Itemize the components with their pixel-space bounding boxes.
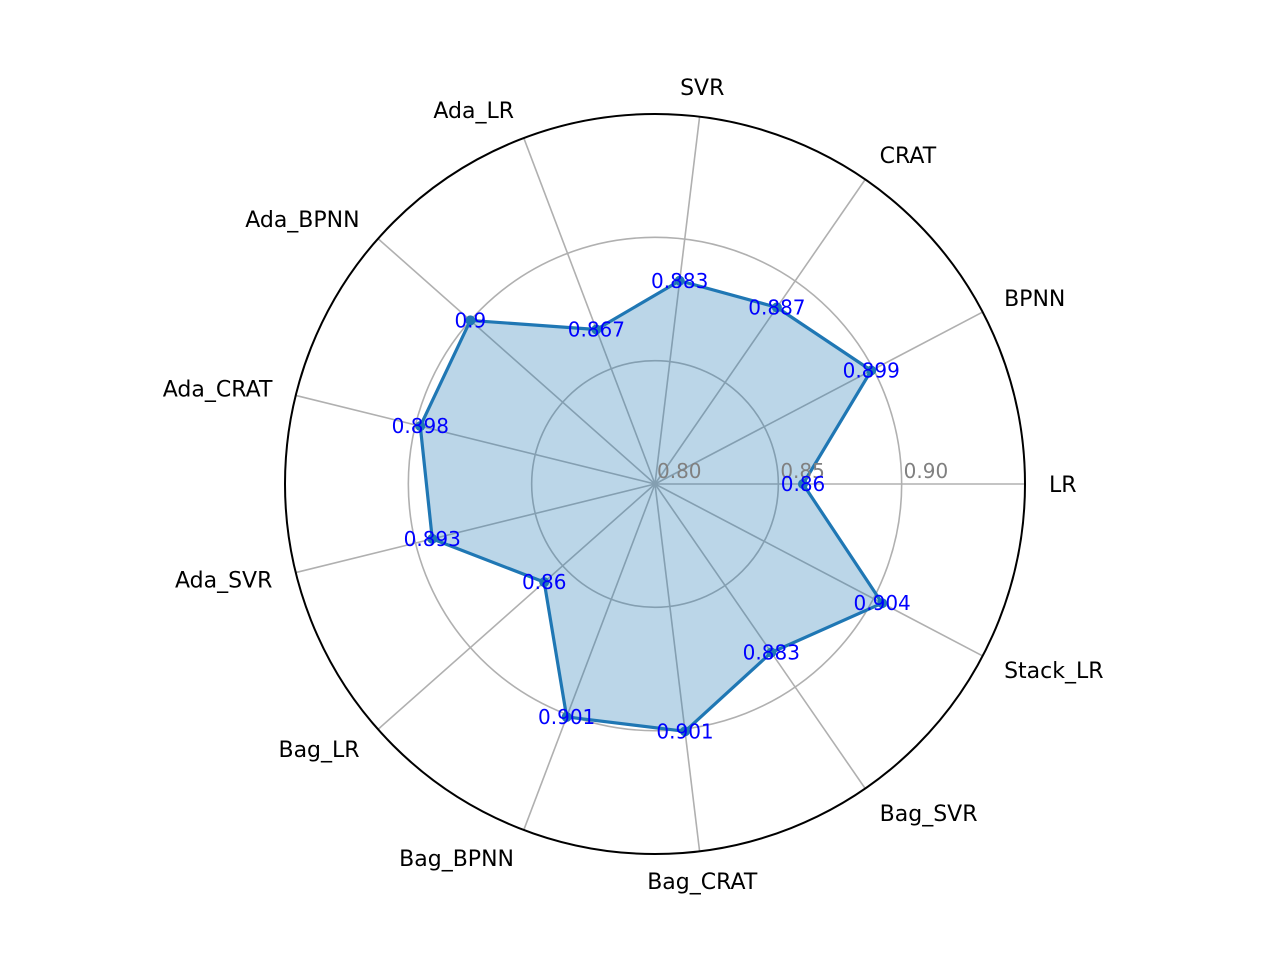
value-label-bag-lr: 0.86 [522,570,567,594]
category-label-svr: SVR [680,76,724,101]
value-label-svr: 0.883 [651,269,708,293]
data-point-bag-lr [539,577,550,588]
data-point-bpnn [866,365,877,376]
series-layer [415,275,888,737]
radial-gridline-stack-lr [654,483,983,657]
radial-gridline-bag-crat [654,483,701,852]
radial-tick-label: 0.90 [904,459,949,483]
value-label-bpnn: 0.899 [843,359,900,383]
radial-gridline-ada-svr [295,483,656,574]
series-line [418,279,884,733]
radial-gridline-svr [654,116,701,485]
outer-ring [284,113,1026,855]
radial-gridline-ada-crat [295,394,656,485]
radial-gridline-crat [654,179,866,485]
value-label-lr: 0.86 [781,472,826,496]
category-label-bag-svr: Bag_SVR [880,802,978,827]
category-label-bpnn: BPNN [1004,287,1065,312]
data-point-bag-svr [766,647,777,658]
value-label-crat: 0.887 [748,295,805,319]
category-label-bag-bpnn: Bag_BPNN [399,847,514,872]
label-layer: 0.80 0.85 0.900.860.8990.8870.8830.8670.90… [163,76,1104,895]
radial-tick-label: 0.85 [780,459,825,483]
data-point-ada-lr [591,324,602,335]
value-label-ada-bpnn: 0.9 [454,308,486,332]
data-point-lr [798,479,808,489]
series-area [420,280,883,732]
data-point-svr [674,275,685,286]
radial-gridline-ada-bpnn [377,238,656,485]
radial-gridline-bpnn [654,311,983,485]
value-label-stack-lr: 0.904 [854,591,911,615]
radial-tick-label: 0.80 [657,459,702,483]
data-point-stack-lr [877,598,888,609]
data-point-ada-bpnn [465,315,476,326]
value-label-ada-lr: 0.867 [568,317,625,341]
value-label-ada-crat: 0.898 [392,414,449,438]
data-point-ada-crat [415,421,426,432]
radial-gridline-ada-lr [523,137,656,485]
category-label-crat: CRAT [880,144,937,169]
value-label-bag-svr: 0.883 [743,640,800,664]
ring-gridline [407,236,903,732]
category-label-ada-crat: Ada_CRAT [163,377,273,402]
value-label-bag-bpnn: 0.901 [538,705,595,729]
data-point-ada-svr [427,533,438,544]
category-label-ada-lr: Ada_LR [433,99,514,124]
radial-gridline-bag-bpnn [523,483,656,831]
value-label-bag-crat: 0.901 [656,719,713,743]
data-point-bag-crat [680,726,691,737]
category-label-ada-bpnn: Ada_BPNN [245,208,359,233]
category-label-ada-svr: Ada_SVR [175,569,272,594]
grid-layer [284,113,1026,855]
category-label-bag-lr: Bag_LR [278,738,359,763]
category-label-stack-lr: Stack_LR [1004,659,1103,684]
data-point-bag-bpnn [561,711,572,722]
radial-gridline-bag-lr [377,483,656,730]
ring-gridline [530,359,780,609]
data-point-crat [771,302,782,313]
category-label-bag-crat: Bag_CRAT [647,870,758,895]
value-label-ada-svr: 0.893 [404,527,461,551]
category-label-lr: LR [1049,473,1077,498]
radial-gridline-bag-svr [654,483,866,789]
